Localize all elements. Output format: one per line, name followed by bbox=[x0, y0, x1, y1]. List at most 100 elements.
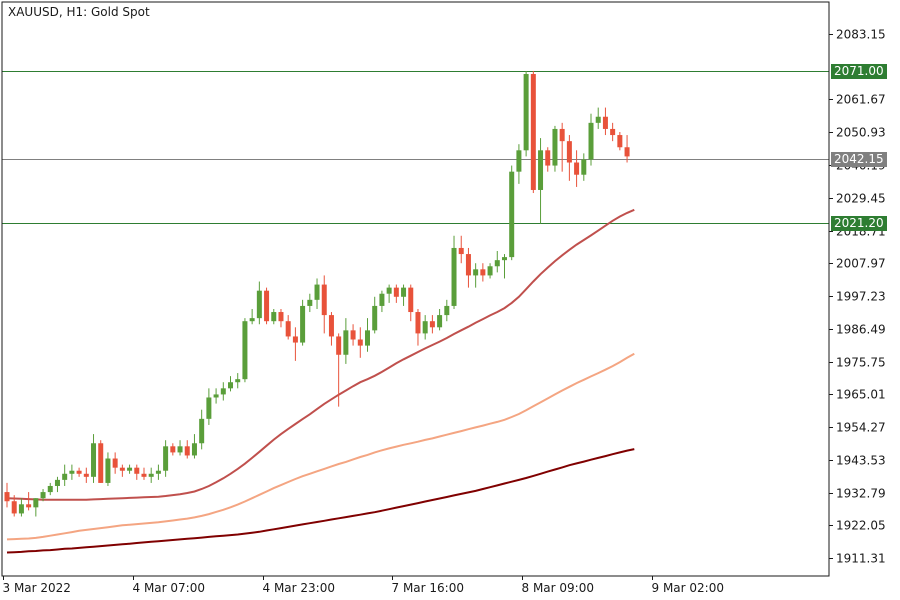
chart-title: XAUUSD, H1: Gold Spot bbox=[8, 5, 150, 19]
candle-body bbox=[602, 116, 608, 129]
candle bbox=[379, 290, 385, 313]
candle bbox=[54, 476, 60, 493]
candle bbox=[69, 464, 75, 480]
level-labels: 2071.00 2042.15 2021.20 bbox=[831, 64, 887, 231]
level-label-box bbox=[831, 64, 887, 79]
candle bbox=[408, 284, 414, 322]
candle bbox=[545, 147, 551, 172]
candle-body bbox=[300, 305, 306, 343]
candle-body bbox=[148, 473, 154, 477]
candle-body bbox=[249, 318, 255, 322]
candle bbox=[386, 284, 392, 303]
candle bbox=[62, 464, 68, 486]
candle bbox=[134, 464, 140, 480]
candle-body bbox=[336, 336, 342, 355]
candle bbox=[307, 293, 313, 313]
candle bbox=[559, 122, 565, 172]
candle-body bbox=[83, 473, 89, 477]
candle bbox=[184, 440, 190, 459]
candle-body bbox=[242, 321, 248, 380]
candle-body bbox=[566, 141, 572, 163]
candle bbox=[357, 327, 363, 358]
y-tick-label: 2007.97 bbox=[836, 257, 886, 271]
candle bbox=[83, 467, 89, 483]
candle bbox=[372, 296, 378, 334]
candle bbox=[26, 492, 32, 511]
candle bbox=[228, 376, 234, 392]
candle-body bbox=[119, 467, 125, 471]
candle bbox=[278, 308, 284, 328]
candle bbox=[271, 308, 277, 325]
candle-body bbox=[47, 485, 53, 493]
candle-body bbox=[451, 247, 457, 306]
candle-body bbox=[307, 299, 313, 306]
candle bbox=[415, 308, 421, 346]
x-tick-label: 7 Mar 16:00 bbox=[392, 581, 465, 595]
candle bbox=[141, 467, 147, 480]
candle-body bbox=[552, 128, 558, 166]
candle bbox=[588, 113, 594, 166]
candle bbox=[602, 107, 608, 136]
candle-body bbox=[509, 171, 515, 258]
candle-body bbox=[191, 443, 197, 456]
candle-body bbox=[357, 339, 363, 346]
candle-body bbox=[487, 266, 493, 276]
candle bbox=[249, 308, 255, 325]
candle-body bbox=[343, 330, 349, 355]
candle-body bbox=[184, 446, 190, 456]
candle bbox=[581, 153, 587, 181]
candle bbox=[444, 299, 450, 322]
candle-body bbox=[54, 479, 60, 486]
candle bbox=[300, 299, 306, 346]
x-tick-label: 4 Mar 07:00 bbox=[133, 581, 206, 595]
candle bbox=[595, 107, 601, 129]
candle-body bbox=[271, 312, 277, 322]
candle bbox=[112, 452, 118, 474]
x-tick-label: 3 Mar 2022 bbox=[3, 581, 71, 595]
candle bbox=[105, 452, 111, 486]
candle-body bbox=[595, 116, 601, 123]
candle-body bbox=[480, 269, 486, 276]
candle-body bbox=[458, 247, 464, 255]
candle bbox=[285, 315, 291, 340]
candle bbox=[33, 498, 39, 517]
candle bbox=[47, 482, 53, 496]
candle bbox=[98, 440, 104, 483]
candle bbox=[11, 495, 17, 517]
candle bbox=[501, 254, 507, 279]
candle bbox=[292, 327, 298, 361]
y-tick-label: 1943.53 bbox=[836, 454, 886, 468]
candle-body bbox=[545, 150, 551, 166]
candle-body bbox=[588, 122, 594, 160]
candle-body bbox=[199, 418, 205, 444]
candle bbox=[566, 135, 572, 181]
y-tick-label: 2083.15 bbox=[836, 28, 886, 42]
candle bbox=[617, 131, 623, 151]
candle bbox=[170, 443, 176, 456]
candle-body bbox=[617, 135, 623, 148]
candle bbox=[473, 263, 479, 288]
candle bbox=[530, 70, 536, 194]
time-axis[interactable]: 3 Mar 2022 4 Mar 07:00 4 Mar 23:00 7 Mar 16… bbox=[3, 576, 725, 595]
candle-body bbox=[624, 147, 630, 157]
candle-body bbox=[581, 159, 587, 175]
candle-body bbox=[610, 128, 616, 136]
candle bbox=[119, 464, 125, 477]
candle bbox=[401, 284, 407, 306]
candle bbox=[516, 144, 522, 184]
candlesticks bbox=[4, 70, 630, 517]
y-tick-label: 1954.27 bbox=[836, 421, 886, 435]
moving-average-line bbox=[6, 208, 635, 501]
level-label: 2042.15 bbox=[831, 152, 887, 167]
candle bbox=[177, 440, 183, 456]
candle-body bbox=[350, 330, 356, 340]
candle bbox=[213, 388, 219, 404]
horizontal-levels bbox=[2, 71, 829, 224]
candle-body bbox=[437, 315, 443, 328]
candle bbox=[264, 287, 270, 325]
y-tick-label: 1975.75 bbox=[836, 356, 886, 370]
candle-body bbox=[256, 290, 262, 319]
candle-body bbox=[285, 321, 291, 337]
candle-body bbox=[278, 312, 284, 322]
